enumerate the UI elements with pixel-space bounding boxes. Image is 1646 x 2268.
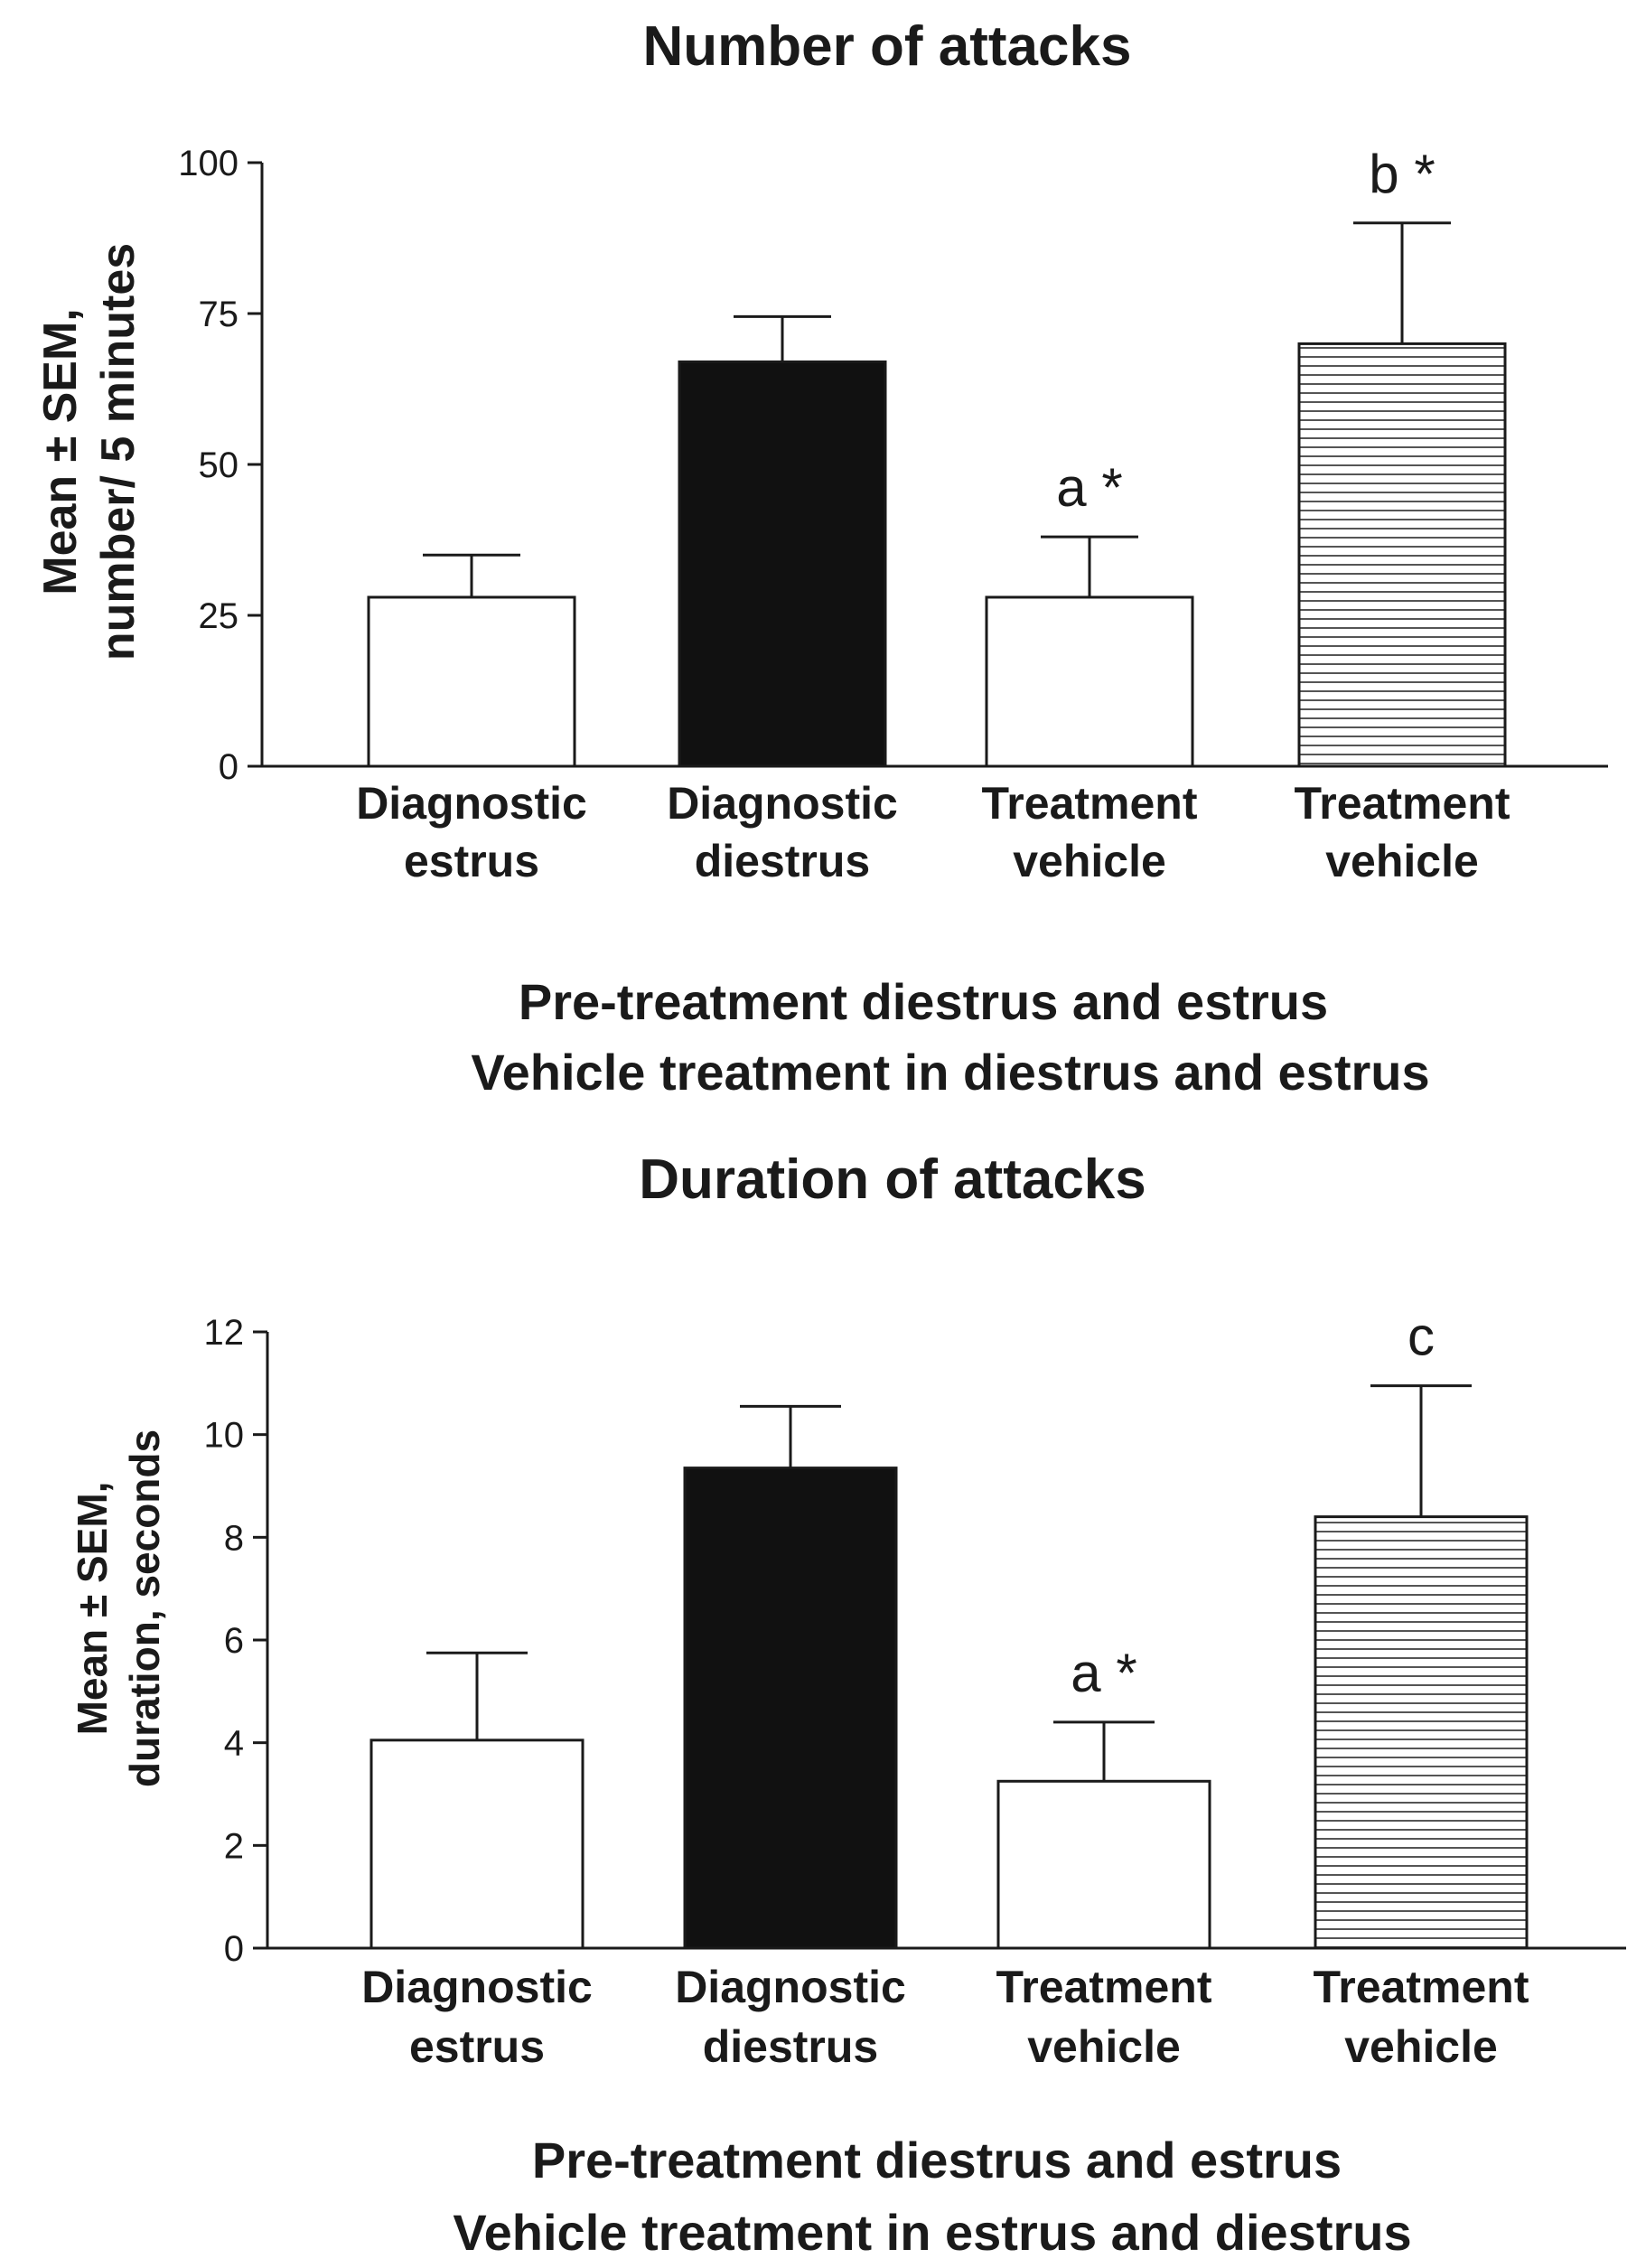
significance-annotation: b *: [1369, 144, 1435, 204]
chart-2-y-tick-label: 0: [224, 1929, 244, 1969]
chart-2-ylabel-line2: duration, seconds: [121, 1429, 168, 1787]
category-label-line1: Diagnostic: [356, 778, 587, 829]
chart-2-caption-line1: Pre-treatment diestrus and estrus: [532, 2132, 1342, 2188]
category-label-line1: Treatment: [1295, 778, 1510, 829]
category-label-line2: diestrus: [695, 836, 871, 886]
category-label-line2: estrus: [404, 836, 539, 886]
chart-1-ylabel-line2: number/ 5 minutes: [92, 243, 145, 661]
bar-white: [985, 595, 1194, 768]
category-label-line2: diestrus: [703, 2021, 879, 2072]
category-label-line2: vehicle: [1325, 836, 1479, 886]
category-label-line2: estrus: [409, 2021, 545, 2072]
chart-1-y-tick-label: 0: [219, 747, 238, 787]
category-label-line2: vehicle: [1027, 2021, 1181, 2072]
chart-1-y-tick-label: 25: [199, 596, 239, 636]
chart-1-y-tick-label: 100: [178, 144, 238, 183]
chart-1-caption-line2: Vehicle treatment in diestrus and estrus: [471, 1044, 1429, 1101]
chart-2-y-tick-label: 6: [224, 1621, 244, 1661]
category-label-line2: vehicle: [1344, 2021, 1498, 2072]
significance-annotation: a *: [1056, 457, 1122, 518]
chart-1-plot-area: 0 25 50 75 100 Diagnostic estrus Diagnostic dies…: [178, 144, 1608, 886]
bar-black: [678, 360, 887, 768]
chart-2-title: Duration of attacks: [639, 1148, 1146, 1211]
chart-2-ylabel-line1: Mean ± SEM,: [69, 1482, 116, 1736]
chart-1-y-tick-label: 50: [199, 445, 239, 485]
category-label-line1: Treatment: [996, 1962, 1212, 2012]
chart-2-y-tick-label: 10: [204, 1416, 245, 1456]
bar-white: [996, 1779, 1211, 1950]
chart-1-y-tick-label: 75: [199, 295, 239, 334]
chart-2-caption-line2: Vehicle treatment in estrus and diestrus: [453, 2204, 1411, 2261]
bar-hatched: [1314, 1515, 1529, 1950]
category-label-line1: Diagnostic: [361, 1962, 593, 2012]
chart-2-y-tick-label: 8: [224, 1518, 244, 1558]
chart-number-of-attacks: Number of attacks Mean ± SEM, number/ 5 …: [34, 15, 1608, 1101]
chart-1-title: Number of attacks: [643, 15, 1132, 78]
chart-2-plot-area: 0 2 4 6 8 10 12 Diagnostic estrus Diagnostic diest…: [204, 1307, 1626, 2072]
chart-2-y-tick-label: 4: [224, 1724, 244, 1764]
bar-hatched: [1297, 342, 1507, 768]
chart-1-caption-line1: Pre-treatment diestrus and estrus: [519, 973, 1328, 1030]
category-label-line1: Treatment: [1314, 1962, 1529, 2012]
significance-annotation: c: [1408, 1307, 1435, 1367]
category-label-line2: vehicle: [1013, 836, 1166, 886]
category-label-line1: Diagnostic: [675, 1962, 906, 2012]
bar-black: [683, 1467, 898, 1950]
bar-white: [367, 595, 576, 768]
chart-2-y-tick-label: 2: [224, 1826, 244, 1866]
chart-2-y-tick-label: 12: [204, 1313, 245, 1353]
chart-1-ylabel-line1: Mean ± SEM,: [34, 308, 87, 595]
category-label-line1: Diagnostic: [667, 778, 898, 829]
category-label-line1: Treatment: [982, 778, 1198, 829]
bar-white: [369, 1738, 585, 1950]
significance-annotation: a *: [1071, 1643, 1136, 1703]
chart-duration-of-attacks: Duration of attacks Mean ± SEM, duration…: [69, 1148, 1626, 2261]
